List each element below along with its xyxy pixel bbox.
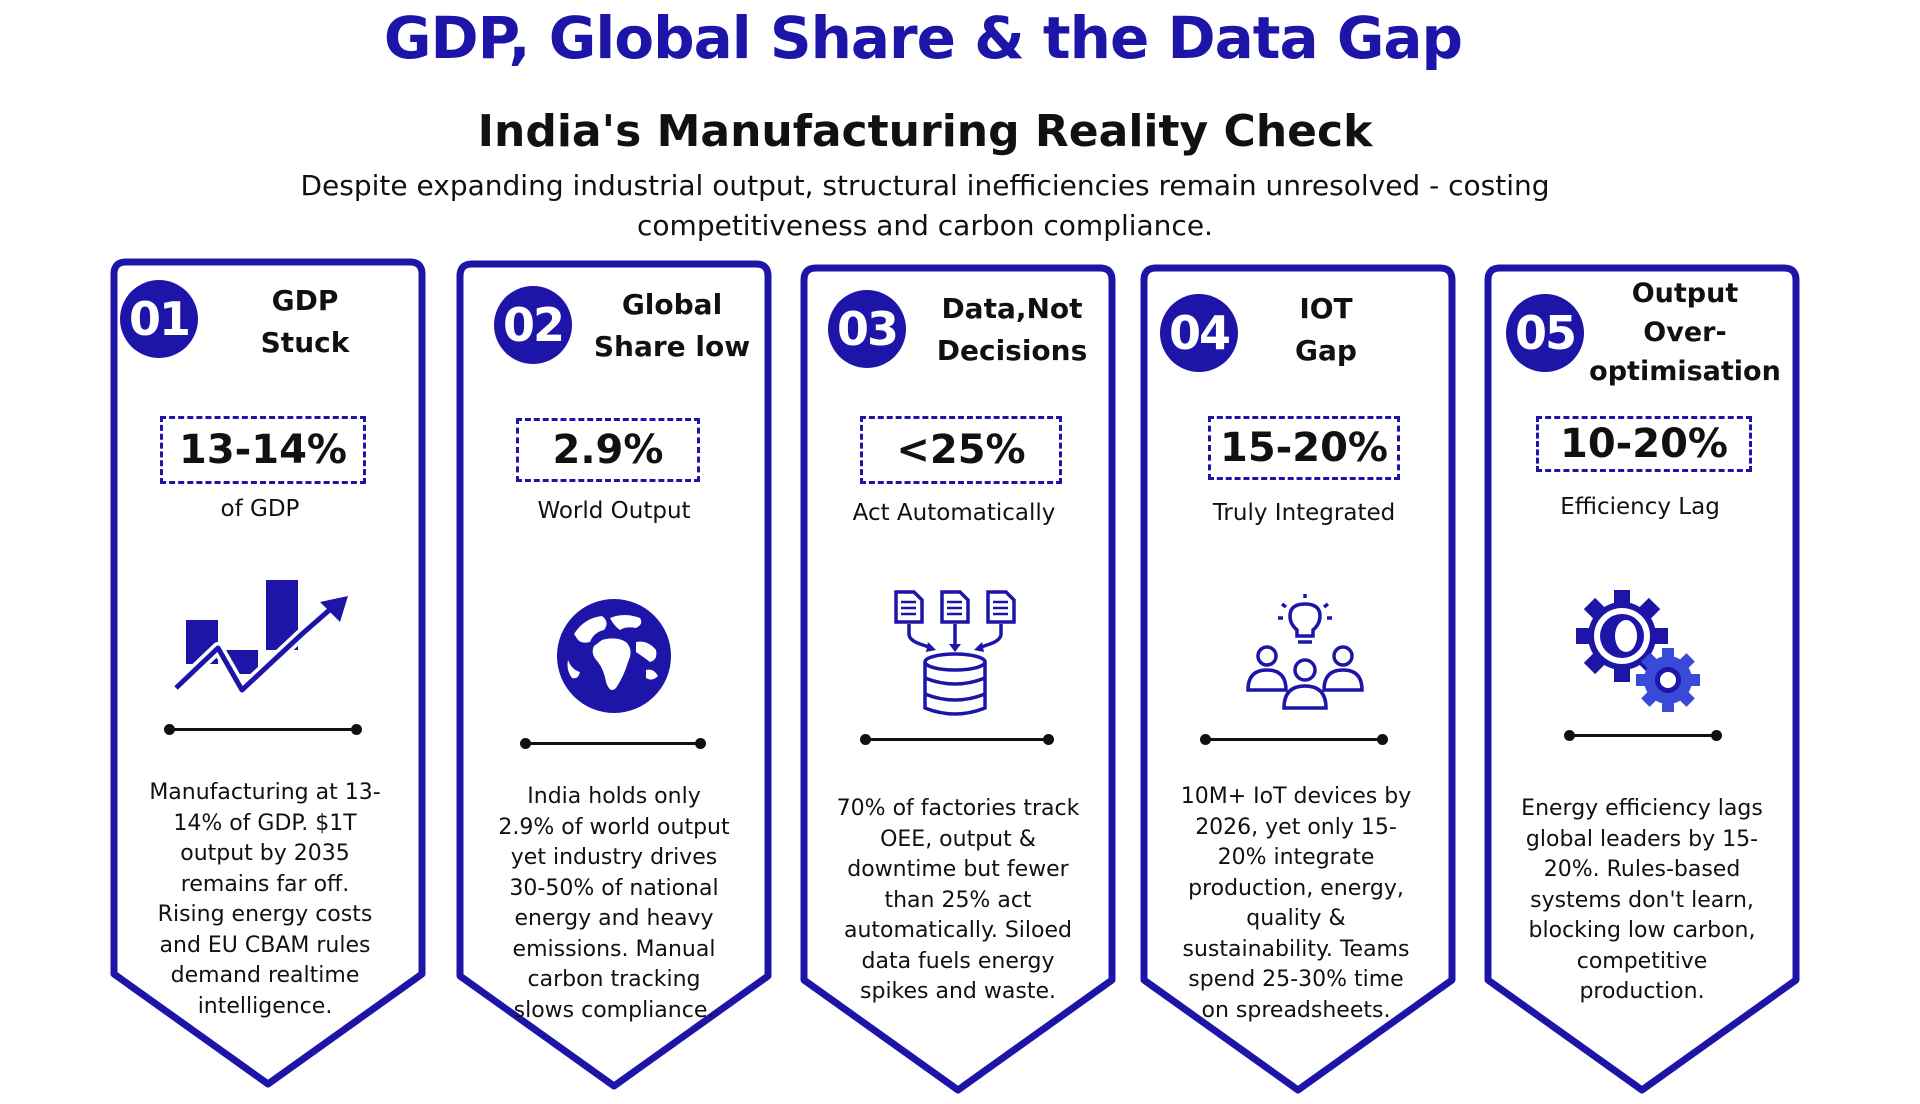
- section-divider: [520, 738, 706, 749]
- section-divider: [1564, 730, 1722, 741]
- stat-box: <25%: [860, 416, 1062, 484]
- card-global-share-low: 02 Global Share low 2.9% World Output In…: [456, 260, 772, 1100]
- stat-label: Truly Integrated: [1212, 500, 1396, 526]
- card-number-badge: 03: [828, 290, 906, 368]
- gears-icon: [1576, 590, 1700, 712]
- card-title: Global Share low: [593, 288, 751, 363]
- card-title: Output Over- optimisation: [1589, 278, 1781, 387]
- card-description: Energy efficiency lags global leaders by…: [1521, 796, 1763, 1004]
- card-gdp-stuck: 01 GDP Stuck 13-14% of GDP Manufacturing…: [110, 258, 426, 1098]
- card-description: 70% of factories track OEE, output & dow…: [836, 796, 1080, 1004]
- stat-label: of GDP: [220, 496, 300, 522]
- stat-box: 15-20%: [1208, 416, 1400, 480]
- database-documents-icon: [894, 590, 1016, 716]
- growth-chart-icon: [172, 580, 348, 696]
- team-idea-icon: [1246, 594, 1364, 710]
- section-divider: [1200, 734, 1388, 745]
- card-iot-gap: 04 IOT Gap 15-20% Truly Integrated 10M+ …: [1140, 264, 1456, 1104]
- stat-label: Act Automatically: [852, 500, 1056, 526]
- page-subtitle: India's Manufacturing Reality Check: [477, 106, 1373, 157]
- intro-text: Despite expanding industrial output, str…: [300, 169, 1550, 242]
- card-number-badge: 01: [120, 280, 198, 358]
- stat-box: 10-20%: [1536, 416, 1752, 472]
- card-data-not-decisions: 03 Data,Not Decisions <25% Act Automatic…: [800, 264, 1116, 1104]
- section-divider: [860, 734, 1054, 745]
- section-divider: [164, 724, 362, 735]
- card-title: Data,Not Decisions: [936, 292, 1088, 367]
- card-output-over-optimisation: 05 Output Over- optimisation 10-20% Effi…: [1484, 264, 1800, 1104]
- page-title: GDP, Global Share & the Data Gap: [383, 4, 1463, 72]
- globe-icon: [557, 599, 671, 713]
- stat-box: 13-14%: [160, 416, 366, 484]
- stat-label: Efficiency Lag: [1560, 494, 1720, 520]
- stat-box: 2.9%: [516, 418, 700, 482]
- card-title: IOT Gap: [1295, 292, 1357, 367]
- card-title: GDP Stuck: [260, 284, 350, 359]
- card-number-badge: 04: [1160, 294, 1238, 372]
- card-description: Manufacturing at 13-14% of GDP. $1T outp…: [149, 780, 381, 1019]
- stat-label: World Output: [537, 498, 691, 524]
- card-description: India holds only 2.9% of world output ye…: [498, 784, 730, 1023]
- card-description: 10M+ IoT devices by 2026, yet only 15-20…: [1180, 784, 1412, 1023]
- card-number-badge: 02: [494, 286, 572, 364]
- card-number-badge: 05: [1506, 294, 1584, 372]
